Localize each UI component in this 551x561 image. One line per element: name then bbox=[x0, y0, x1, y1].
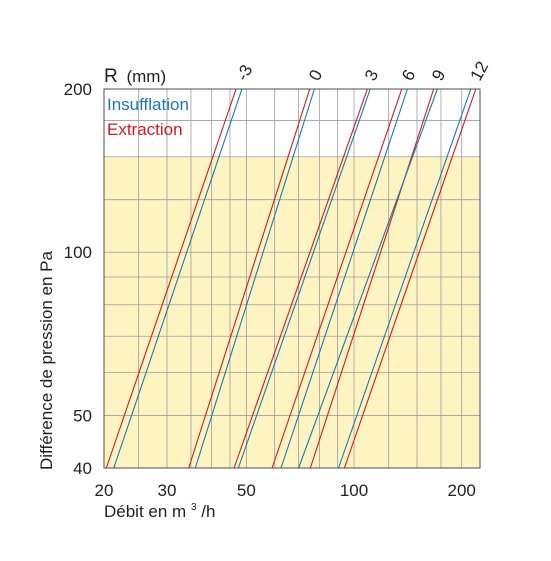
series-label-unit: (mm) bbox=[126, 67, 166, 86]
insufflation-line bbox=[280, 88, 408, 469]
x-axis-title: Débit en m 3 /h bbox=[104, 495, 215, 521]
extraction-line bbox=[233, 88, 368, 469]
extraction-line bbox=[309, 88, 435, 469]
x-tick-label: 100 bbox=[340, 481, 368, 500]
x-tick-label: 30 bbox=[158, 481, 177, 500]
legend-insufflation: Insufflation bbox=[107, 95, 189, 114]
x-tick-label: 200 bbox=[448, 481, 476, 500]
series-label: R (mm) bbox=[104, 66, 166, 87]
curves bbox=[105, 88, 477, 469]
y-axis-title: Différence de pression en Pa bbox=[37, 251, 56, 470]
x-axis-title-unit: /h bbox=[201, 502, 215, 521]
insufflation-line bbox=[337, 88, 472, 469]
legend-extraction: Extraction bbox=[107, 120, 183, 139]
extraction-line bbox=[188, 88, 311, 469]
plot-frame bbox=[103, 88, 481, 469]
y-tick-label: 40 bbox=[73, 459, 92, 478]
extraction-line bbox=[343, 88, 477, 469]
x-axis-title-superscript: 3 bbox=[191, 502, 197, 513]
extraction-line bbox=[271, 88, 403, 469]
insufflation-line bbox=[194, 88, 315, 469]
y-tick-label: 100 bbox=[64, 243, 92, 262]
y-tick-label: 200 bbox=[64, 80, 92, 99]
x-tick-label: 20 bbox=[95, 481, 114, 500]
x-tick-label: 50 bbox=[237, 481, 256, 500]
insufflation-line bbox=[237, 88, 371, 469]
series-label-letter: R bbox=[104, 66, 118, 87]
x-axis-title-main: Débit en m bbox=[104, 502, 186, 521]
extraction-line bbox=[105, 88, 237, 469]
insufflation-line bbox=[113, 88, 243, 469]
tick-labels: 20 30 50 100 200 40 50 100 200 bbox=[64, 80, 476, 500]
insufflation-line bbox=[298, 88, 438, 469]
y-tick-label: 50 bbox=[73, 406, 92, 425]
